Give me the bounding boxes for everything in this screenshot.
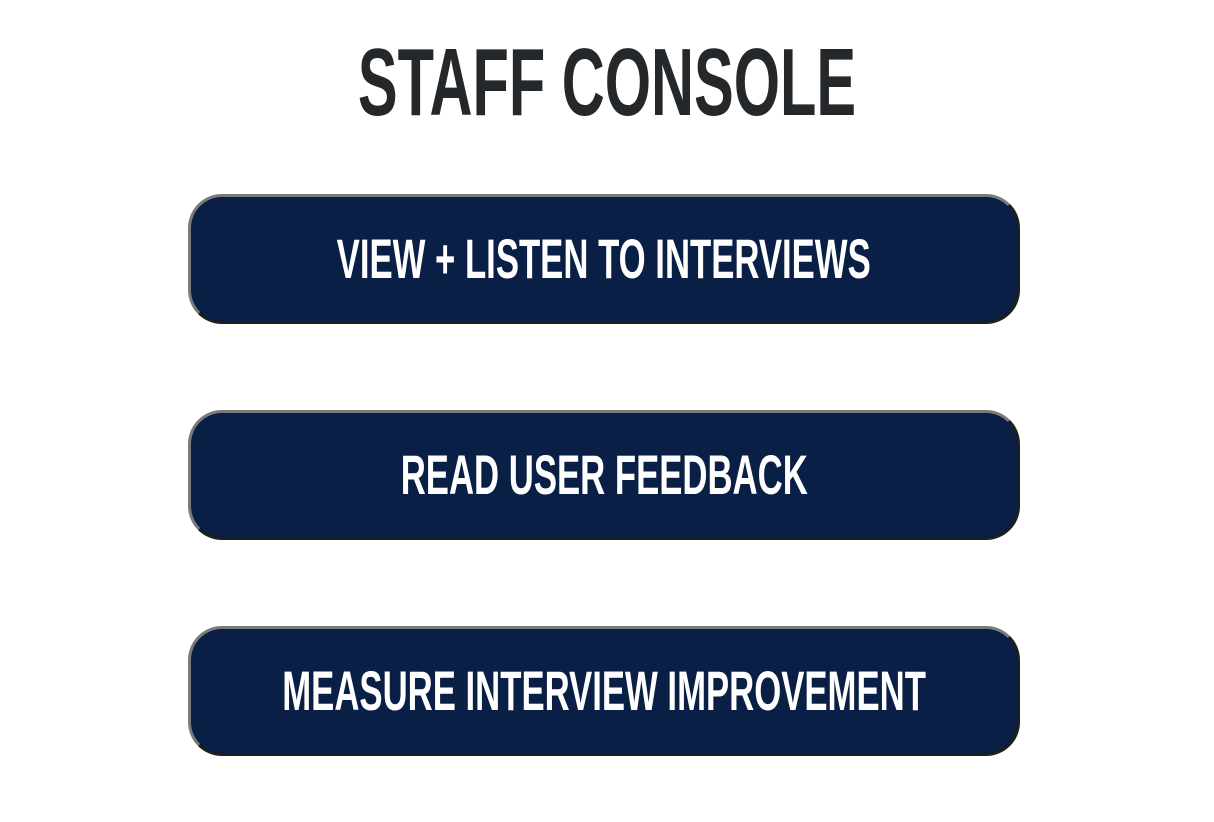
read-user-feedback-label: READ USER FEEDBACK [400,443,808,506]
measure-interview-improvement-button[interactable]: MEASURE INTERVIEW IMPROVEMENT [188,626,1020,756]
view-listen-interviews-button[interactable]: VIEW + LISTEN TO INTERVIEWS [188,194,1020,324]
read-user-feedback-button[interactable]: READ USER FEEDBACK [188,410,1020,540]
page-title: STAFF CONSOLE [357,29,857,136]
measure-interview-improvement-label: MEASURE INTERVIEW IMPROVEMENT [282,659,926,722]
view-listen-interviews-label: VIEW + LISTEN TO INTERVIEWS [336,227,872,290]
